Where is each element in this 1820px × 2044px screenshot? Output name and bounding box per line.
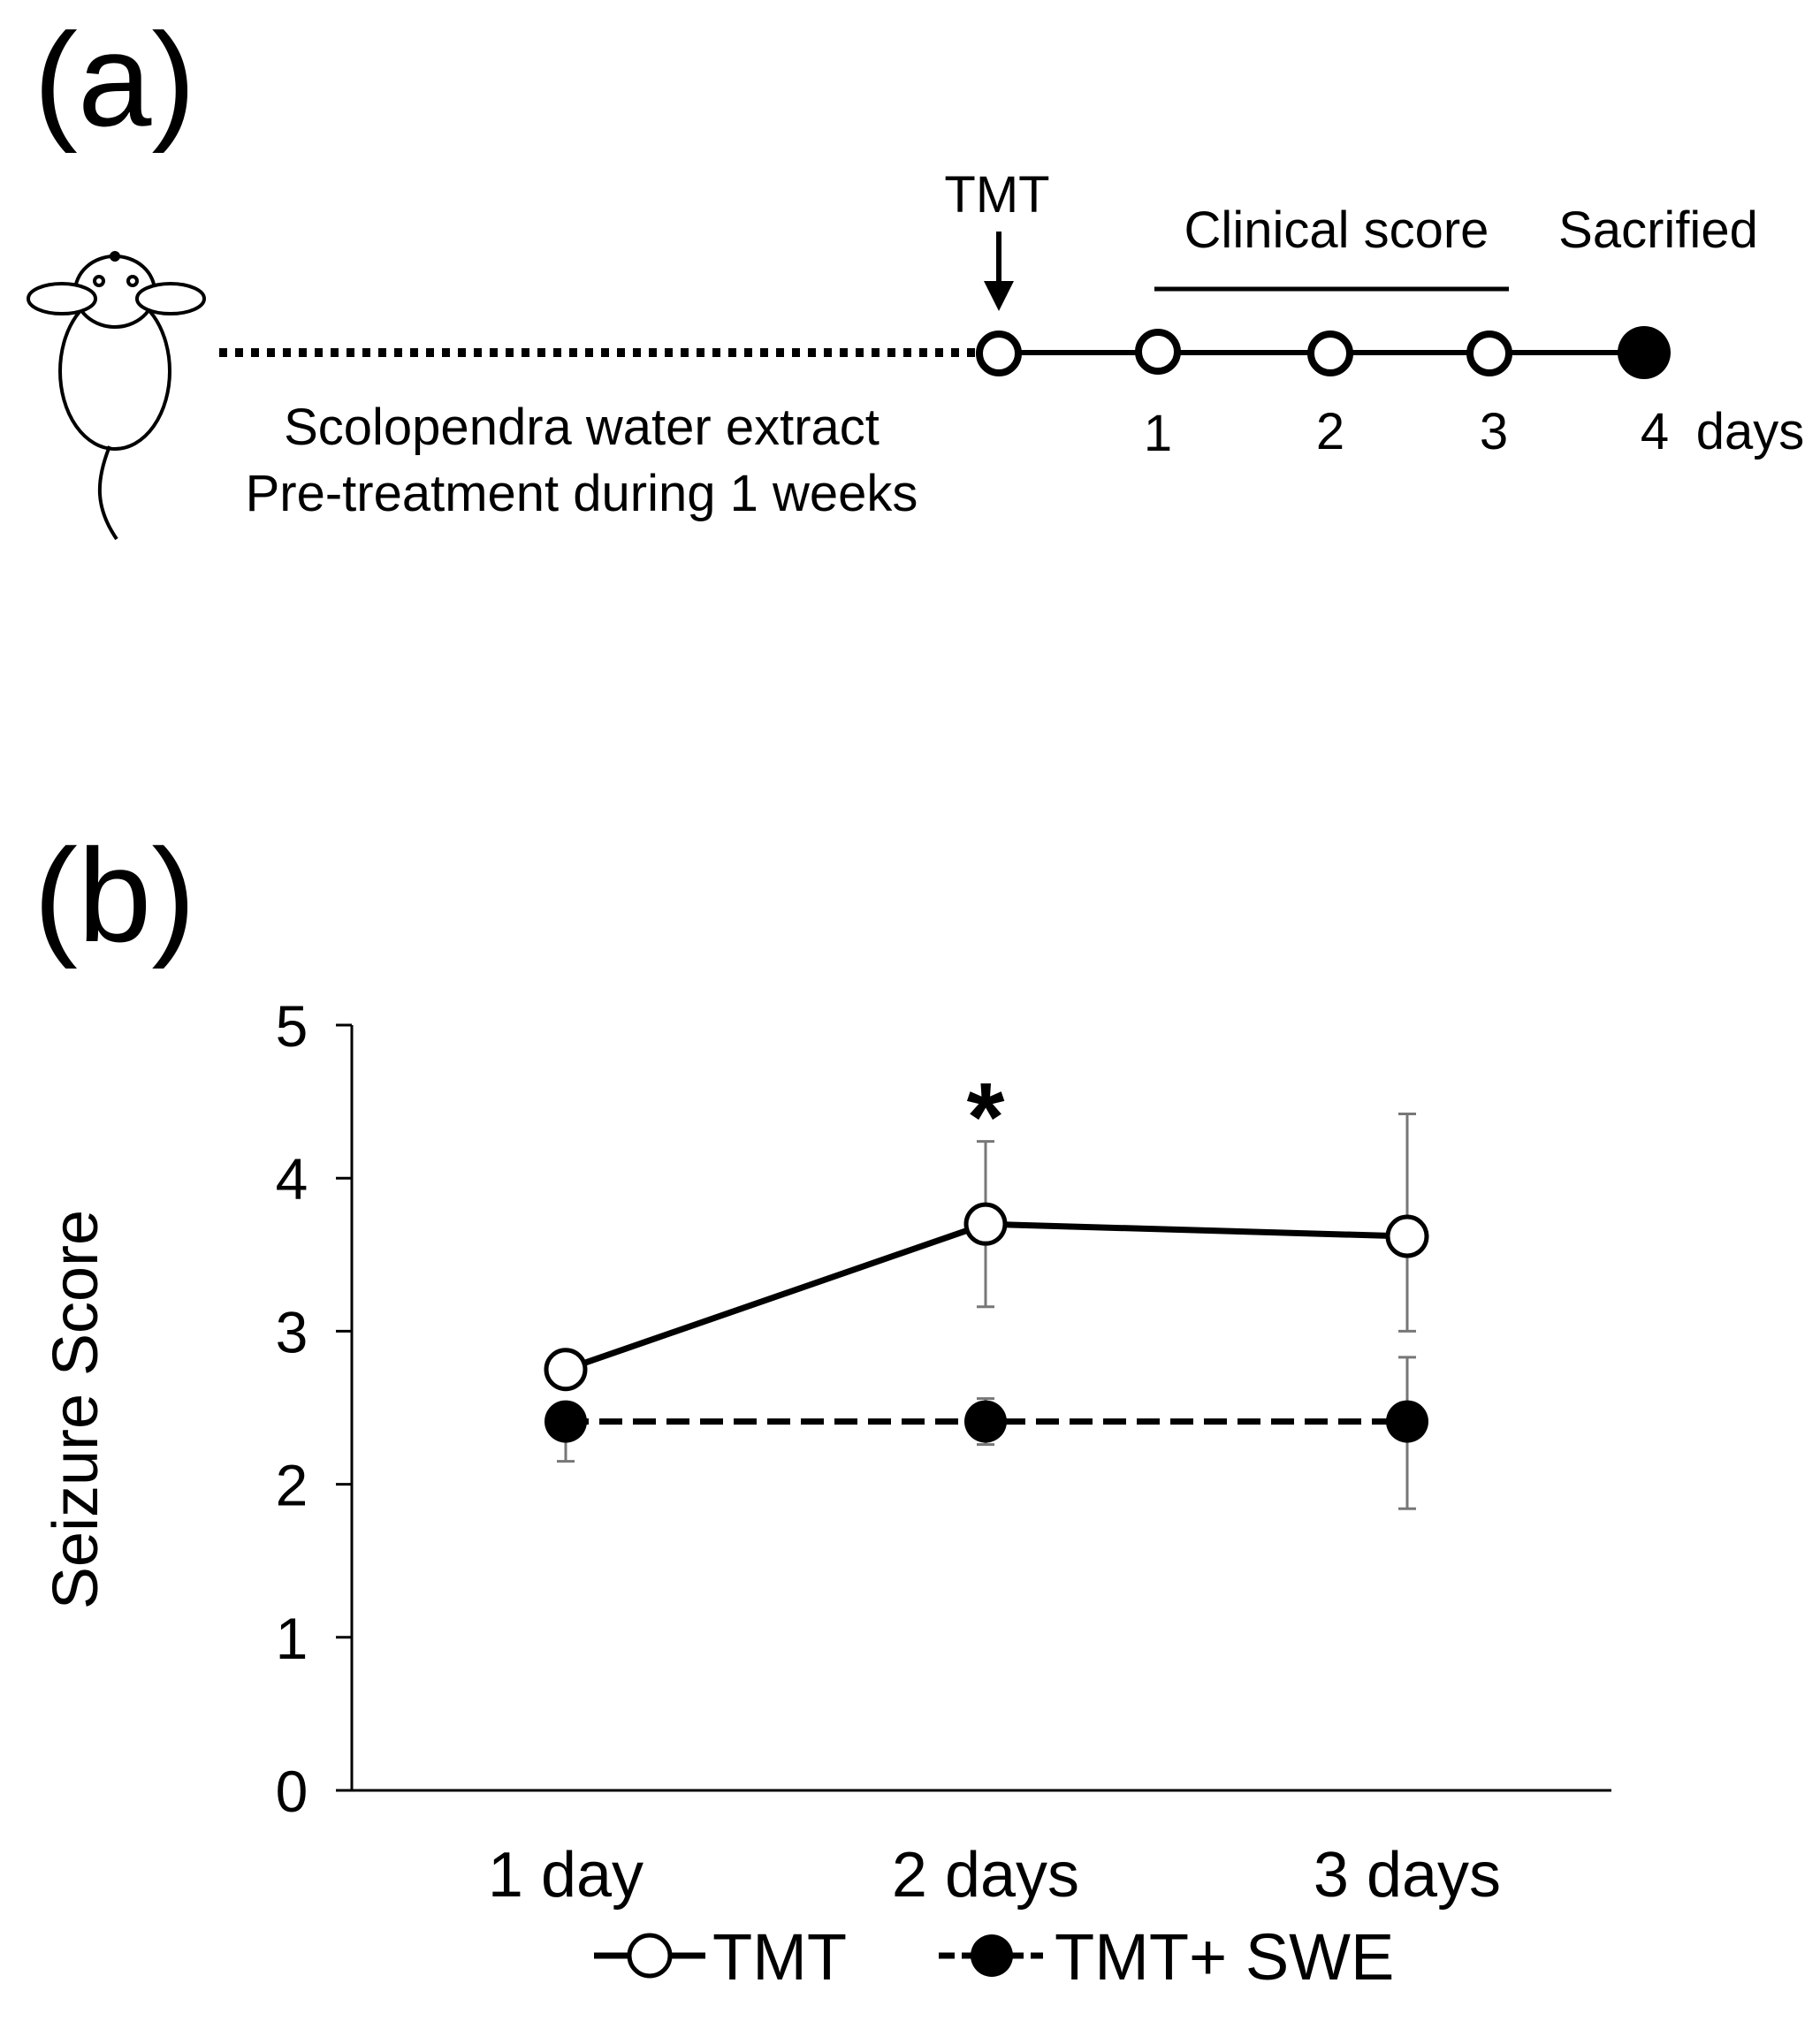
clinical-score-label: Clinical score	[1184, 201, 1489, 259]
x-category-label: 2 days	[892, 1840, 1079, 1911]
y-tick-label: 0	[276, 1759, 308, 1824]
pretreatment-line2: Pre-treatment during 1 weeks	[246, 465, 918, 522]
legend-open-circle-icon	[627, 1933, 673, 1979]
mouse-icon	[27, 251, 206, 541]
timeline-day-label: 2	[1316, 403, 1344, 460]
legend: TMT TMT+ SWE	[594, 1920, 1394, 1994]
data-point-tmt	[1385, 1214, 1429, 1258]
timeline-marker-day0	[976, 331, 1022, 376]
data-point-tmt-swe	[964, 1400, 1007, 1443]
timeline-day-label: 3	[1480, 403, 1508, 460]
legend-label-tmt: TMT	[712, 1920, 847, 1994]
legend-item-tmt-swe: TMT+ SWE	[939, 1920, 1394, 1994]
timeline-days-unit: days	[1696, 403, 1805, 460]
seizure-score-chart: 0 1 2 3 4 5 1 day 2 days 3 days	[276, 993, 1611, 1911]
x-category-label: 3 days	[1314, 1840, 1501, 1911]
pretreatment-line1: Scolopendra water extract	[284, 399, 880, 456]
data-point-tmt	[544, 1348, 588, 1392]
panel-a-label: (a)	[34, 5, 195, 154]
timeline-day-label: 1	[1144, 405, 1172, 462]
timeline-marker-day3	[1466, 331, 1512, 376]
y-tick-label: 1	[276, 1606, 308, 1671]
y-tick-label: 3	[276, 1299, 308, 1364]
data-point-tmt-swe	[1386, 1400, 1428, 1443]
y-tick-label: 4	[276, 1146, 308, 1212]
x-category-label: 1 day	[488, 1840, 643, 1911]
panel-b-label: (b)	[34, 821, 195, 969]
data-point-tmt-swe	[544, 1400, 587, 1443]
tmt-label: TMT	[944, 166, 1049, 224]
legend-filled-circle-icon	[971, 1934, 1013, 1977]
timeline-marker-day2	[1307, 331, 1353, 376]
tmt-arrow-icon	[984, 232, 1014, 311]
data-point-tmt	[963, 1202, 1008, 1246]
legend-label-tmt-swe: TMT+ SWE	[1055, 1920, 1394, 1994]
timeline-marker-day1	[1135, 329, 1181, 375]
timeline-day-label: 4	[1641, 403, 1669, 460]
y-axis-label: Seizure Score	[41, 1210, 111, 1609]
sacrificed-label: Sacrified	[1558, 201, 1758, 259]
significance-asterisk: *	[967, 1063, 1005, 1172]
y-tick-label: 5	[276, 993, 308, 1059]
legend-item-tmt: TMT	[594, 1920, 847, 1994]
timeline-marker-day4	[1618, 326, 1671, 379]
y-tick-label: 2	[276, 1453, 308, 1518]
